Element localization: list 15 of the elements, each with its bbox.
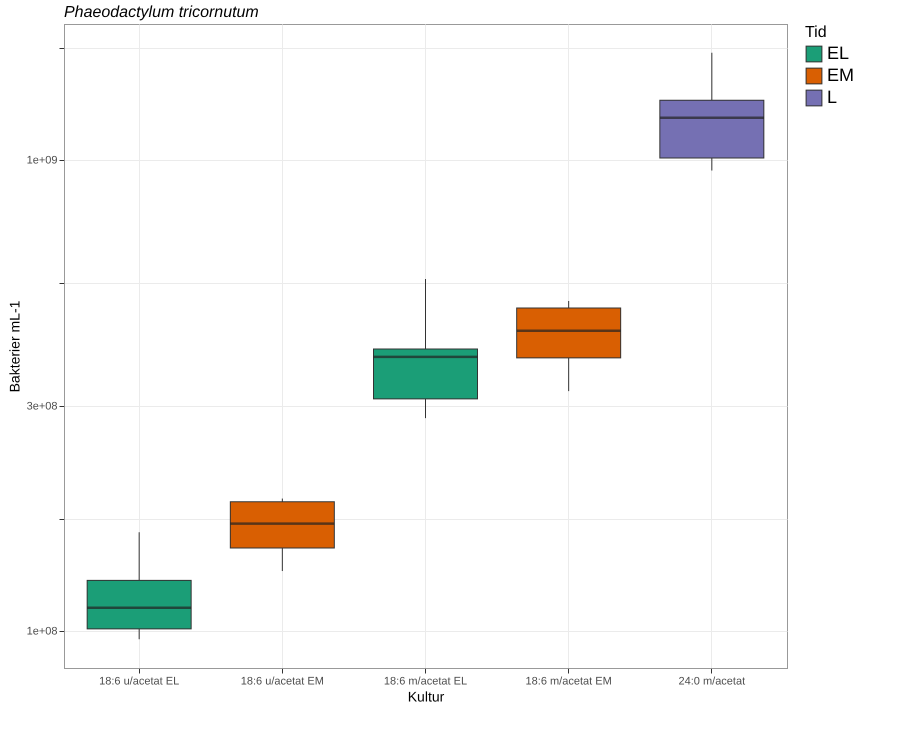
legend-label: EL xyxy=(827,43,850,63)
x-tick-label: 18:6 u/acetat EM xyxy=(240,676,324,688)
x-axis-title: Kultur xyxy=(408,688,445,704)
legend-label: L xyxy=(827,87,838,107)
x-tick-label: 24:0 m/acetat xyxy=(678,676,746,688)
y-axis-title: Bakterier mL-1 xyxy=(6,300,23,392)
x-tick-label: 18:6 m/acetat EM xyxy=(526,676,612,688)
x-tick-label: 18:6 u/acetat EL xyxy=(99,676,180,688)
y-tick-label: 3e+08 xyxy=(26,400,58,413)
y-tick-label: 1e+09 xyxy=(26,154,58,167)
legend-title: Tid xyxy=(805,24,827,41)
legend-label: EM xyxy=(827,65,854,85)
y-tick-label: 1e+08 xyxy=(26,625,58,638)
x-tick-label: 18:6 m/acetat EL xyxy=(384,676,468,688)
chart-title: Phaeodactylum tricornutum xyxy=(64,4,259,21)
